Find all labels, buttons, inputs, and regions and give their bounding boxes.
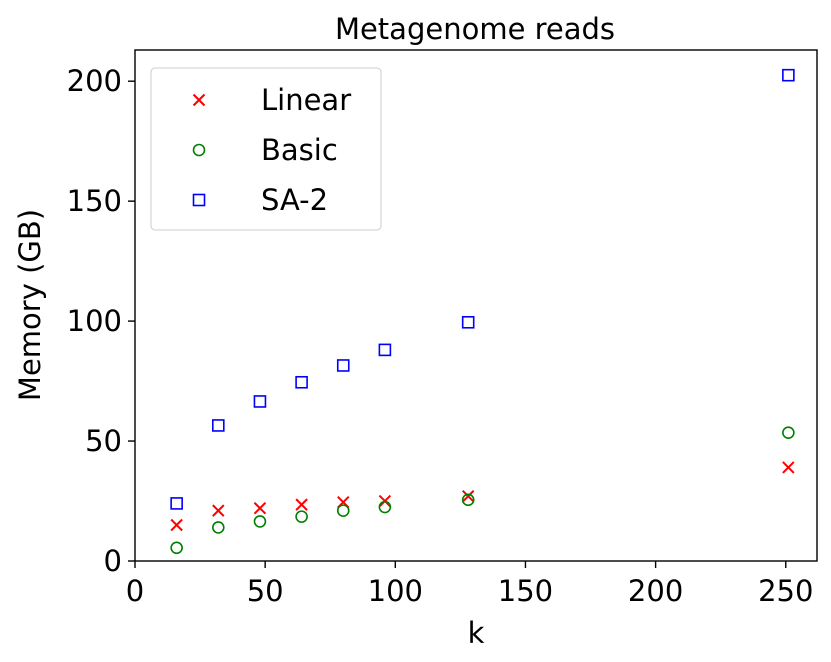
- plot-frame: [134, 49, 818, 562]
- legend-marker-sa-2: [192, 193, 206, 207]
- series-basic: [170, 426, 795, 555]
- y-axis-label: Memory (GB): [13, 209, 47, 401]
- x-tick-label: 100: [368, 574, 423, 608]
- x-tick-label: 0: [126, 574, 144, 608]
- data-marks: [170, 68, 795, 555]
- axis-ticks: 0 50 100 150 200 250 0 50 100 150 200: [67, 64, 814, 608]
- chart-title: Metagenome reads: [335, 12, 615, 46]
- point-linear: [170, 518, 183, 532]
- point-linear: [212, 504, 225, 517]
- legend-marker-basic: [192, 143, 206, 157]
- legend-label-basic: Basic: [261, 133, 338, 167]
- point-basic: [295, 510, 308, 523]
- y-tick-label: 50: [85, 424, 122, 458]
- point-basic: [253, 515, 267, 528]
- point-sa-2: [253, 395, 267, 408]
- point-linear: [295, 498, 308, 511]
- point-sa-2: [378, 343, 392, 357]
- legend-label-linear: Linear: [261, 83, 351, 117]
- point-sa-2: [295, 375, 308, 389]
- point-sa-2: [336, 359, 350, 372]
- legend-marker-linear: [192, 93, 206, 107]
- point-sa-2: [170, 497, 183, 510]
- point-basic: [170, 541, 183, 555]
- series-linear: [170, 461, 795, 532]
- legend-label-sa-2: SA-2: [261, 183, 328, 217]
- point-basic: [461, 493, 475, 507]
- series-sa-2: [170, 68, 795, 510]
- x-tick-label: 150: [498, 574, 553, 608]
- point-linear: [461, 490, 475, 503]
- point-sa-2: [461, 315, 475, 329]
- x-axis-label: k: [468, 616, 485, 650]
- y-tick-label: 150: [67, 184, 122, 218]
- x-tick-label: 200: [628, 574, 683, 608]
- point-sa-2: [211, 419, 225, 432]
- point-linear: [782, 461, 795, 474]
- x-tick-label: 250: [758, 574, 813, 608]
- y-tick-label: 100: [67, 304, 122, 338]
- x-tick-label: 50: [247, 574, 284, 608]
- y-tick-label: 200: [67, 64, 122, 98]
- point-basic: [378, 500, 392, 514]
- point-basic: [211, 521, 225, 534]
- point-linear: [253, 502, 267, 515]
- point-basic: [336, 504, 350, 517]
- legend: Linear Basic SA-2: [150, 67, 382, 231]
- legend-frame: [150, 67, 382, 231]
- point-basic: [782, 426, 795, 439]
- y-tick-label: 0: [104, 544, 122, 578]
- point-sa-2: [782, 68, 795, 82]
